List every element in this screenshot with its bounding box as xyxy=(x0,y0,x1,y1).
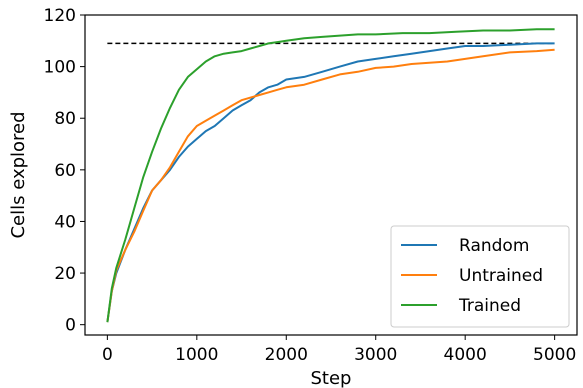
y-axis-label: Cells explored xyxy=(8,111,29,238)
y-tick-label: 120 xyxy=(44,6,76,26)
legend-label-untrained: Untrained xyxy=(459,266,543,286)
x-tick-label: 1000 xyxy=(175,345,218,365)
x-tick-label: 0 xyxy=(102,345,113,365)
legend-box xyxy=(390,225,570,328)
x-tick-label: 5000 xyxy=(533,345,576,365)
y-tick-label: 80 xyxy=(54,109,76,129)
x-tick-label: 2000 xyxy=(265,345,308,365)
series-line-untrained xyxy=(106,48,555,323)
x-tick-label: 3000 xyxy=(354,345,397,365)
series-line-trained xyxy=(106,28,555,323)
legend-label-random: Random xyxy=(459,236,529,256)
x-axis-label: Step xyxy=(311,368,352,388)
legend-label-trained: Trained xyxy=(458,296,521,316)
y-tick-label: 20 xyxy=(54,264,76,284)
y-tick-label: 100 xyxy=(44,58,76,78)
ticks-layer: 0 1000 2000 3000 4000 5000 0 20 40 60 80 100 120 xyxy=(44,6,577,365)
y-tick-label: 0 xyxy=(65,316,76,336)
y-tick-label: 40 xyxy=(54,212,76,232)
legend: Random Untrained Trained xyxy=(390,225,570,328)
y-tick-label: 60 xyxy=(54,161,76,181)
plot-frame xyxy=(84,14,578,336)
x-tick-label: 4000 xyxy=(444,345,487,365)
plot-layer xyxy=(106,28,555,323)
